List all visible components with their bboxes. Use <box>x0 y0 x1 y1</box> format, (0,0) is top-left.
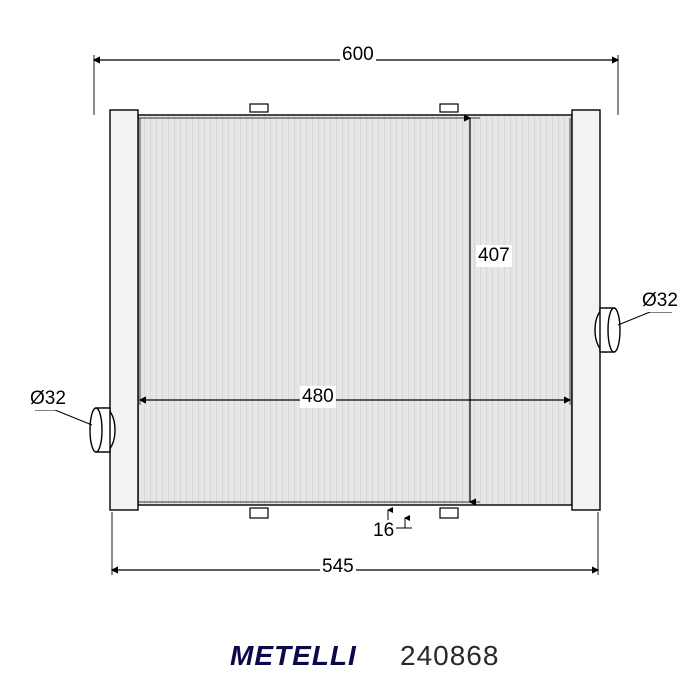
left-port <box>90 408 115 452</box>
label-545: 545 <box>320 556 356 578</box>
label-480: 480 <box>300 386 336 408</box>
label-600: 600 <box>340 44 376 66</box>
dim-port-right <box>618 312 672 325</box>
label-407: 407 <box>476 245 512 267</box>
dim-port-left <box>35 410 92 425</box>
label-16: 16 <box>371 520 396 542</box>
right-port <box>595 308 620 352</box>
part-number: 240868 <box>400 640 499 672</box>
label-port-left: Ø32 <box>28 388 68 410</box>
radiator-diagram <box>0 0 700 700</box>
radiator-core <box>138 115 572 505</box>
label-port-right: Ø32 <box>640 290 680 312</box>
brand-label: METELLI <box>230 640 357 672</box>
right-tank <box>572 110 600 510</box>
left-tank <box>110 110 138 510</box>
